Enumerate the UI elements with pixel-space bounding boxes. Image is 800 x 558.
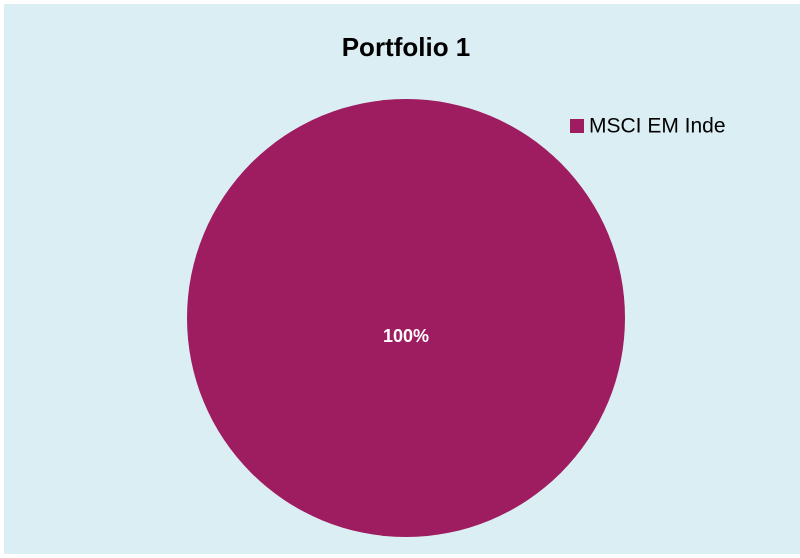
pie-slice: [187, 99, 625, 537]
data-label: 100%: [383, 326, 429, 346]
legend-label: MSCI EM Inde: [589, 115, 726, 138]
chart-title: Portfolio 1: [342, 32, 471, 62]
legend-swatch: [570, 119, 584, 133]
